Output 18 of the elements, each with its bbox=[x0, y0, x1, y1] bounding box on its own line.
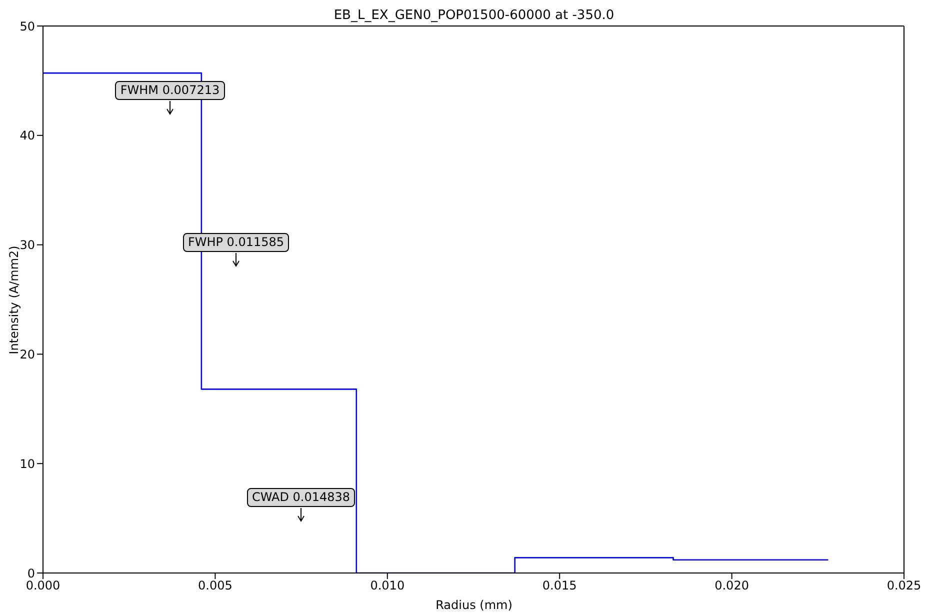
y-tick-label: 10 bbox=[20, 456, 35, 471]
annotation: FWHP 0.011585 bbox=[182, 233, 290, 252]
y-axis-title: Intensity (A/mm2) bbox=[7, 246, 21, 354]
x-tick-label: 0.000 bbox=[26, 578, 60, 593]
x-tick-label: 0.010 bbox=[370, 578, 405, 593]
annotation: FWHM 0.007213 bbox=[115, 81, 225, 100]
x-tick-label: 0.025 bbox=[886, 578, 922, 593]
x-tick-label: 0.015 bbox=[542, 578, 577, 593]
x-tick-label: 0.005 bbox=[198, 578, 232, 593]
x-axis-title: Radius (mm) bbox=[434, 598, 514, 612]
annotation: CWAD 0.014838 bbox=[246, 488, 356, 507]
x-tick-label: 0.020 bbox=[714, 578, 749, 593]
y-tick-label: 20 bbox=[20, 347, 35, 362]
y-tick-label: 50 bbox=[20, 19, 35, 34]
y-tick-label: 40 bbox=[20, 128, 35, 143]
y-tick-label: 30 bbox=[20, 238, 35, 252]
y-tick-label: 0 bbox=[27, 566, 35, 580]
chart-title: EB_L_EX_GEN0_POP01500-60000 at -350.0 bbox=[332, 8, 616, 24]
